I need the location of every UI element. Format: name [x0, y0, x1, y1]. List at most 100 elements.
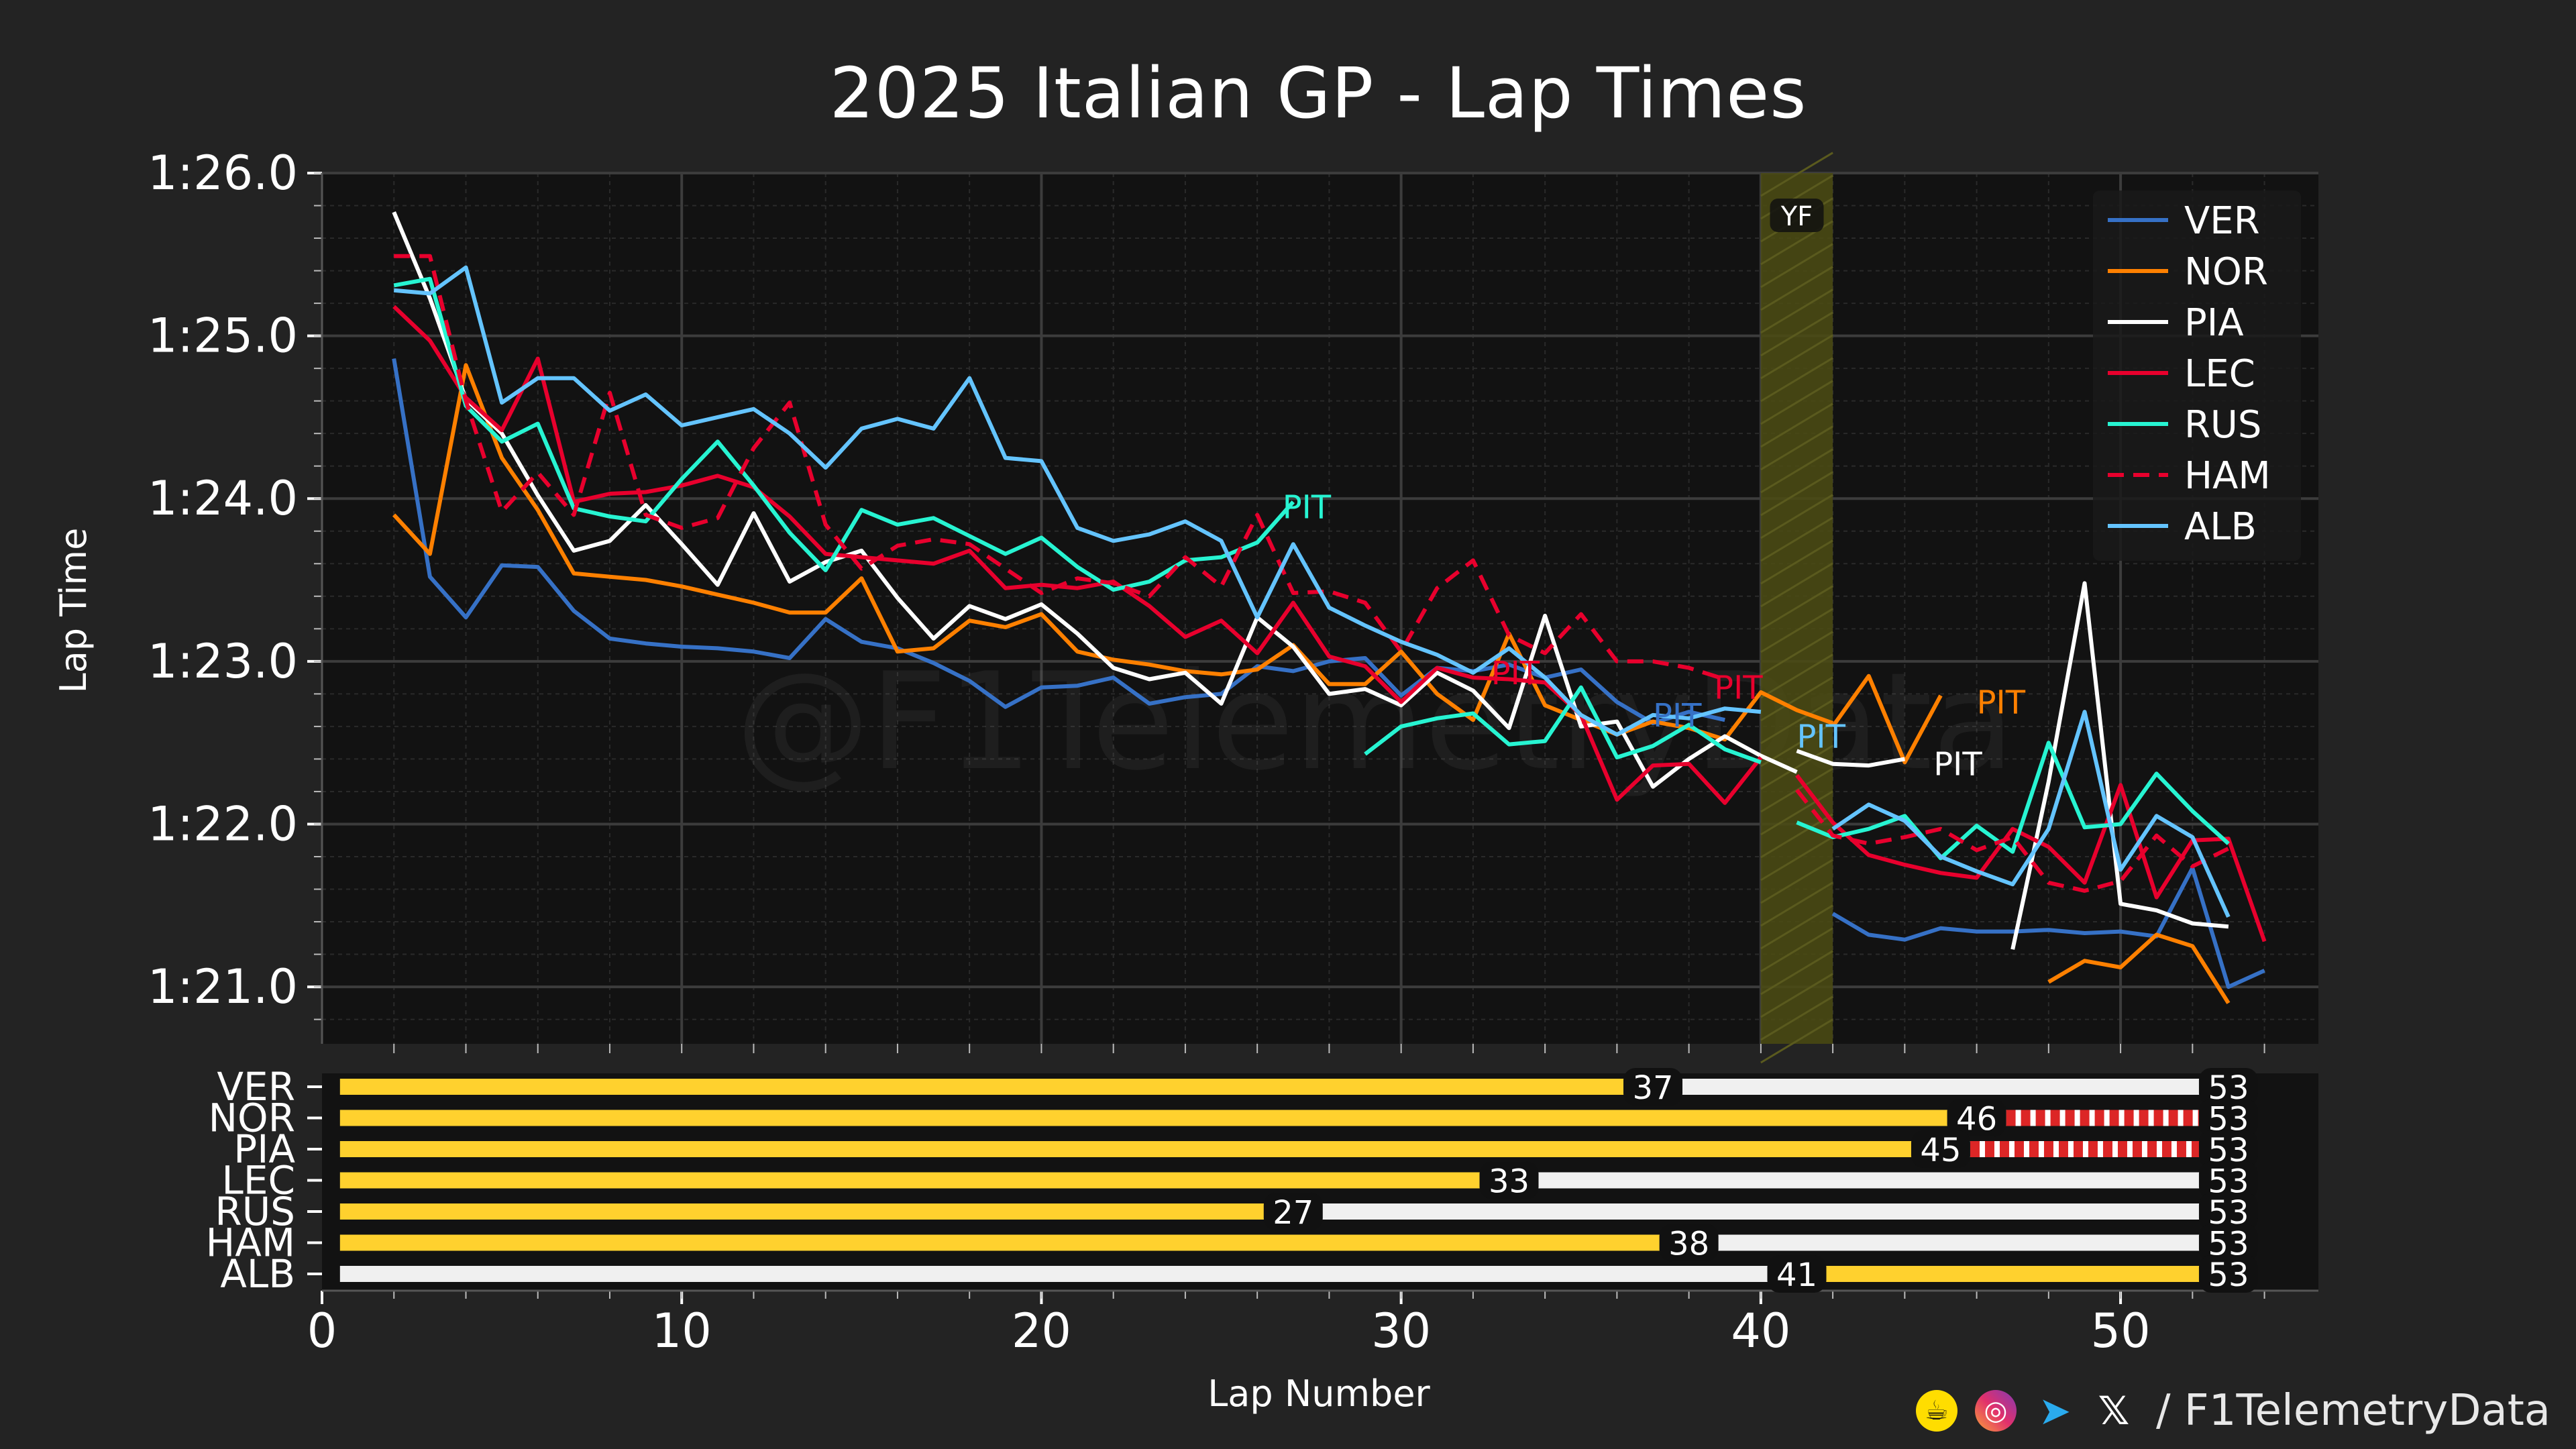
series-lines — [392, 211, 2267, 1004]
yellow-flag-hatch — [1760, 288, 1833, 334]
stint-row-label-alb: ALB — [220, 1251, 295, 1297]
stint-label-bg — [1263, 1193, 1323, 1230]
y-tick-label: 1:26.0 — [148, 146, 298, 201]
legend-label-ver: VER — [2184, 199, 2260, 243]
yellow-flag-hatch — [1760, 699, 1833, 745]
yellow-flag-hatch — [1760, 790, 1833, 836]
pit-annotation-nor: PIT — [1977, 684, 2026, 721]
y-tick-label: 1:21.0 — [148, 959, 298, 1014]
stint-label: 45 — [1920, 1132, 1961, 1169]
stint-label: 53 — [2208, 1256, 2249, 1294]
yellow-flag-hatch — [1760, 494, 1833, 539]
yellow-flag-hatch — [1760, 1018, 1833, 1064]
stint-label-bg — [1659, 1224, 1719, 1262]
plot-background — [322, 173, 2318, 1044]
series-line-pia — [1796, 749, 1905, 768]
footer-handle[interactable]: / F1TelemetryData — [2156, 1386, 2551, 1436]
stint-label-bg — [1911, 1130, 1970, 1168]
stint-label: 27 — [1273, 1194, 1313, 1232]
pit-annotation-lec: PIT — [1714, 669, 1763, 707]
stint-label-bg — [2198, 1224, 2258, 1262]
instagram-icon[interactable]: ◎ — [1975, 1390, 2017, 1432]
series-line-pia — [2010, 581, 2229, 950]
x-icon[interactable]: 𝕏 — [2098, 1388, 2130, 1434]
yellow-flag-hatch — [1760, 448, 1833, 494]
stint-segment — [339, 1203, 1293, 1220]
yellow-flag-hatch — [1760, 471, 1833, 517]
series-line-nor — [2047, 932, 2231, 1004]
y-tick-label: 1:24.0 — [148, 471, 298, 526]
yellow-flag-hatch — [1760, 745, 1833, 790]
stint-row-label-pia: PIA — [233, 1126, 295, 1172]
stint-segment — [339, 1234, 1689, 1251]
yellow-flag-hatch — [1760, 266, 1833, 311]
yellow-flag-hatch — [1760, 357, 1833, 402]
yellow-flag-hatch — [1760, 402, 1833, 448]
stint-label-bg — [1947, 1099, 2006, 1137]
grid — [322, 172, 2318, 1044]
yellow-flag-hatch — [1760, 608, 1833, 653]
series-line-rus — [393, 276, 1295, 592]
series-line-alb — [1831, 710, 2231, 918]
pit-annotation-ver: PIT — [1653, 697, 1702, 735]
pit-annotation-lec: PIT — [1491, 655, 1540, 692]
series-line-alb — [393, 265, 1762, 737]
x-tick-label: 0 — [307, 1303, 337, 1358]
x-tick-label: 20 — [1012, 1303, 1071, 1358]
stint-row-label-rus: RUS — [215, 1189, 295, 1234]
stint-label: 38 — [1668, 1226, 1709, 1263]
pit-annotation-alb: PIT — [1796, 718, 1845, 755]
pit-annotation-pia: PIT — [1933, 746, 1982, 784]
series-line-pia — [392, 211, 1798, 789]
stint-segment — [1796, 1266, 2229, 1282]
series-line-lec — [1795, 773, 2267, 943]
yellow-flag-hatch — [1760, 904, 1833, 950]
yellow-flag-hatch — [1760, 334, 1833, 380]
stint-label-bg — [2198, 1161, 2258, 1199]
legend-label-lec: LEC — [2184, 352, 2255, 396]
yellow-flag-hatch — [1760, 653, 1833, 699]
stint-row-label-lec: LEC — [222, 1158, 295, 1203]
x-tick-label: 30 — [1371, 1303, 1431, 1358]
yellow-flag-hatch — [1760, 243, 1833, 288]
y-axis-label: Lap Time — [52, 528, 95, 694]
stint-segment — [339, 1266, 1797, 1282]
yellow-flag-hatch — [1760, 631, 1833, 676]
yellow-flag-hatch — [1760, 562, 1833, 608]
series-line-lec — [392, 305, 1763, 805]
legend-label-nor: NOR — [2184, 250, 2268, 294]
yellow-flag-hatch — [1760, 152, 1833, 197]
series-line-rus — [1796, 741, 2230, 861]
stint-segment — [1688, 1234, 2229, 1251]
yellow-flag-hatch — [1760, 585, 1833, 631]
yellow-flag-hatch — [1760, 311, 1833, 357]
yellow-flag-hatch — [1760, 950, 1833, 996]
stint-segment — [339, 1172, 1509, 1189]
stint-label-bg — [2198, 1068, 2258, 1106]
legend: VER NOR PIA LEC RUS HAM ALB — [2093, 191, 2301, 561]
stint-label-bg — [1623, 1068, 1682, 1106]
yellow-flag-hatch — [1760, 996, 1833, 1041]
yellow-flag-hatch — [1760, 881, 1833, 927]
buymeacoffee-icon[interactable]: ☕ — [1916, 1390, 1957, 1432]
stint-label-bg — [1479, 1161, 1539, 1199]
x-tick-label: 50 — [2091, 1303, 2151, 1358]
yellow-flag-hatch — [1760, 425, 1833, 471]
stint-label-bg — [2198, 1255, 2258, 1293]
yellow-flag-region: YF — [1760, 152, 1833, 1064]
stint-segment — [1509, 1172, 2229, 1189]
series-line-ham — [1795, 788, 2230, 893]
yellow-flag-hatch — [1760, 722, 1833, 767]
yellow-flag-hatch — [1760, 676, 1833, 722]
pit-annotations: PIT PIT PIT PIT PIT PIT PIT — [1283, 488, 2026, 783]
stint-row-label-ver: VER — [217, 1064, 295, 1110]
yellow-flag-hatch — [1760, 973, 1833, 1018]
stint-segment — [1293, 1203, 2229, 1220]
y-tick-label: 1:23.0 — [148, 634, 298, 689]
legend-box — [2093, 191, 2301, 561]
stint-label-bg — [2198, 1099, 2258, 1137]
stint-label-bg — [2198, 1130, 2258, 1168]
telegram-icon[interactable]: ➤ — [2038, 1388, 2072, 1434]
